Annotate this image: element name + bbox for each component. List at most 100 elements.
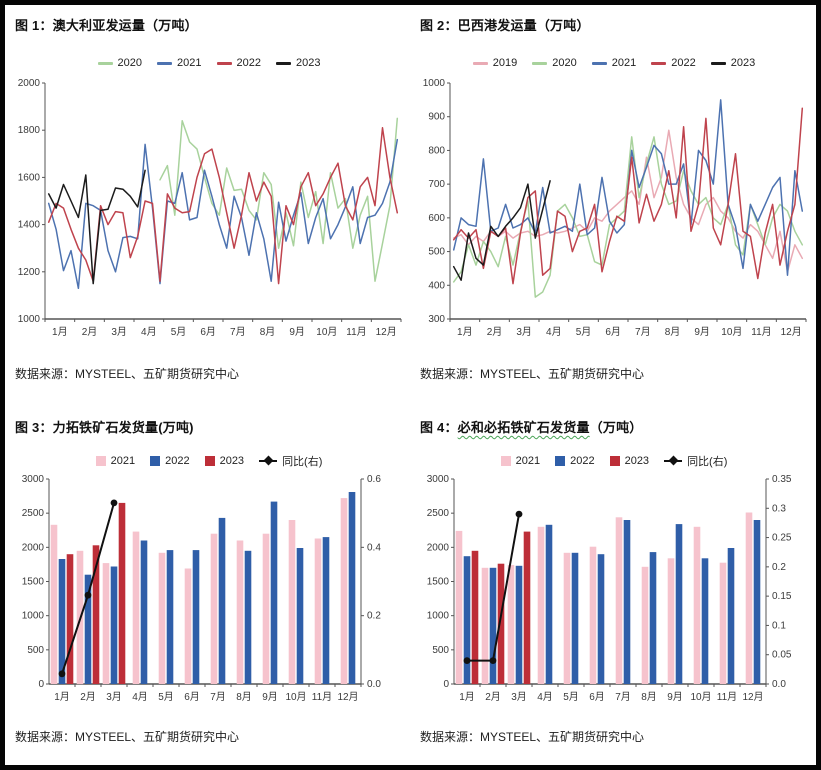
svg-text:8月: 8月 [260, 326, 276, 338]
chart-2-legend: 2019 2020 2021 2022 2023 [416, 55, 812, 71]
bar-2021-5月 [158, 552, 166, 684]
legend-label: 2021 [177, 57, 202, 69]
svg-text:1500: 1500 [427, 577, 450, 588]
legend-item-2023: 2023 [609, 455, 649, 467]
legend-swatch-2022 [651, 61, 667, 65]
legend-item-2021: 2021 [500, 455, 541, 467]
bar-2022-3月 [110, 566, 118, 684]
chart-4-plot: 0 500 1000 1500 2000 2500 3000 0.0 0.05 0.1 0.15 0.… [427, 474, 792, 703]
svg-text:6月: 6月 [605, 326, 621, 338]
legend-swatch-2023 [275, 61, 291, 65]
bar-2021-2月 [481, 567, 489, 684]
svg-text:2月: 2月 [80, 691, 96, 703]
svg-text:0.35: 0.35 [772, 474, 792, 485]
svg-text:1500: 1500 [22, 577, 45, 588]
svg-text:300: 300 [428, 314, 445, 325]
svg-text:11月: 11月 [312, 691, 332, 703]
svg-text:10月: 10月 [690, 691, 711, 703]
bar-2021-12月 [340, 498, 348, 684]
bar-2022-6月 [192, 550, 200, 684]
svg-text:3月: 3月 [106, 691, 122, 703]
bar-2022-8月 [244, 550, 252, 685]
svg-text:3000: 3000 [22, 474, 45, 485]
svg-text:1月: 1月 [54, 691, 70, 703]
svg-text:7月: 7月 [230, 326, 246, 338]
svg-text:5月: 5月 [576, 326, 592, 338]
svg-text:9月: 9月 [262, 691, 278, 703]
svg-text:4月: 4月 [546, 326, 562, 338]
chart-1-legend: 2020 2021 2022 2023 [11, 55, 407, 71]
svg-text:8月: 8月 [236, 691, 252, 703]
svg-text:700: 700 [428, 179, 445, 190]
yoy-marker [110, 499, 118, 507]
bar-2022-7月 [218, 517, 226, 684]
bar-2022-11月 [322, 537, 330, 684]
bar-2023-3月 [118, 502, 126, 684]
bar-2022-4月 [545, 524, 553, 684]
svg-text:1000: 1000 [423, 78, 446, 89]
svg-text:3000: 3000 [427, 474, 450, 485]
legend-swatch-2019 [472, 61, 488, 65]
legend-label: 同比(右) [687, 456, 728, 468]
bar-2021-6月 [589, 546, 597, 684]
svg-text:1200: 1200 [18, 267, 41, 278]
svg-text:11月: 11月 [717, 691, 737, 703]
svg-text:0: 0 [38, 679, 44, 690]
svg-text:8月: 8月 [641, 691, 657, 703]
legend-item-yoy: 同比(右) [259, 453, 322, 469]
legend-label: 2021 [611, 57, 637, 69]
legend-swatch-2023 [609, 456, 620, 466]
svg-text:0.1: 0.1 [772, 620, 786, 631]
yoy-marker [489, 657, 497, 664]
svg-text:3月: 3月 [511, 691, 527, 703]
bar-2022-5月 [166, 550, 174, 684]
chart-1-title: 图 1：澳大利亚发运量（万吨） [15, 18, 198, 33]
legend-swatch-2021 [95, 456, 106, 466]
svg-text:7月: 7月 [615, 691, 631, 703]
svg-text:1000: 1000 [427, 611, 450, 622]
bar-2021-9月 [262, 533, 270, 684]
bar-2021-1月 [455, 530, 463, 684]
bar-2022-10月 [701, 558, 709, 684]
svg-text:0.2: 0.2 [367, 611, 381, 622]
legend-label: 2020 [117, 57, 143, 69]
bar-2022-10月 [296, 548, 304, 684]
legend-label: 2021 [515, 455, 541, 467]
chart-3-panel: 图 3：力拓铁矿石发货量(万吨) 2021 2022 2023 同比(右) 0 500 1… [11, 411, 407, 745]
legend-item-2022: 2022 [555, 455, 595, 467]
svg-text:1600: 1600 [18, 172, 41, 183]
legend-swatch-2021 [157, 61, 173, 65]
legend-item-2022: 2022 [651, 57, 696, 69]
bar-2022-11月 [727, 548, 735, 684]
svg-text:1月: 1月 [52, 326, 68, 338]
bar-2021-4月 [537, 526, 545, 684]
svg-text:900: 900 [428, 112, 445, 123]
brazil-shipments-2022-line [452, 107, 804, 285]
chart-4-title-prefix: 图 4： [420, 420, 458, 435]
legend-label: 2022 [570, 455, 595, 467]
chart-4-legend: 2021 2022 2023 同比(右) [416, 453, 812, 469]
legend-swatch-2023 [710, 61, 726, 65]
svg-text:12月: 12月 [337, 691, 358, 703]
bar-2021-3月 [102, 563, 110, 684]
legend-item-2021: 2021 [591, 57, 637, 69]
bar-2023-2月 [497, 563, 505, 684]
bar-2022-5月 [571, 552, 579, 684]
legend-item-2023: 2023 [710, 57, 755, 69]
brazil-shipments-2020-line [452, 136, 804, 298]
bar-2022-1月 [463, 556, 471, 684]
australia-shipments-2022-line [47, 127, 399, 285]
bar-2022-1月 [58, 559, 66, 684]
bar-2021-1月 [50, 524, 58, 684]
svg-text:1月: 1月 [459, 691, 475, 703]
legend-label: 2020 [552, 57, 577, 69]
diamond-line-icon [664, 460, 683, 462]
legend-swatch-2022 [150, 456, 161, 466]
legend-item-2019: 2019 [472, 57, 517, 69]
svg-text:9月: 9月 [667, 691, 683, 703]
bar-2021-11月 [314, 538, 322, 684]
legend-swatch-2021 [591, 61, 607, 65]
legend-item-2023: 2023 [275, 57, 320, 69]
svg-text:0.4: 0.4 [367, 542, 381, 553]
bar-2021-10月 [693, 526, 701, 684]
